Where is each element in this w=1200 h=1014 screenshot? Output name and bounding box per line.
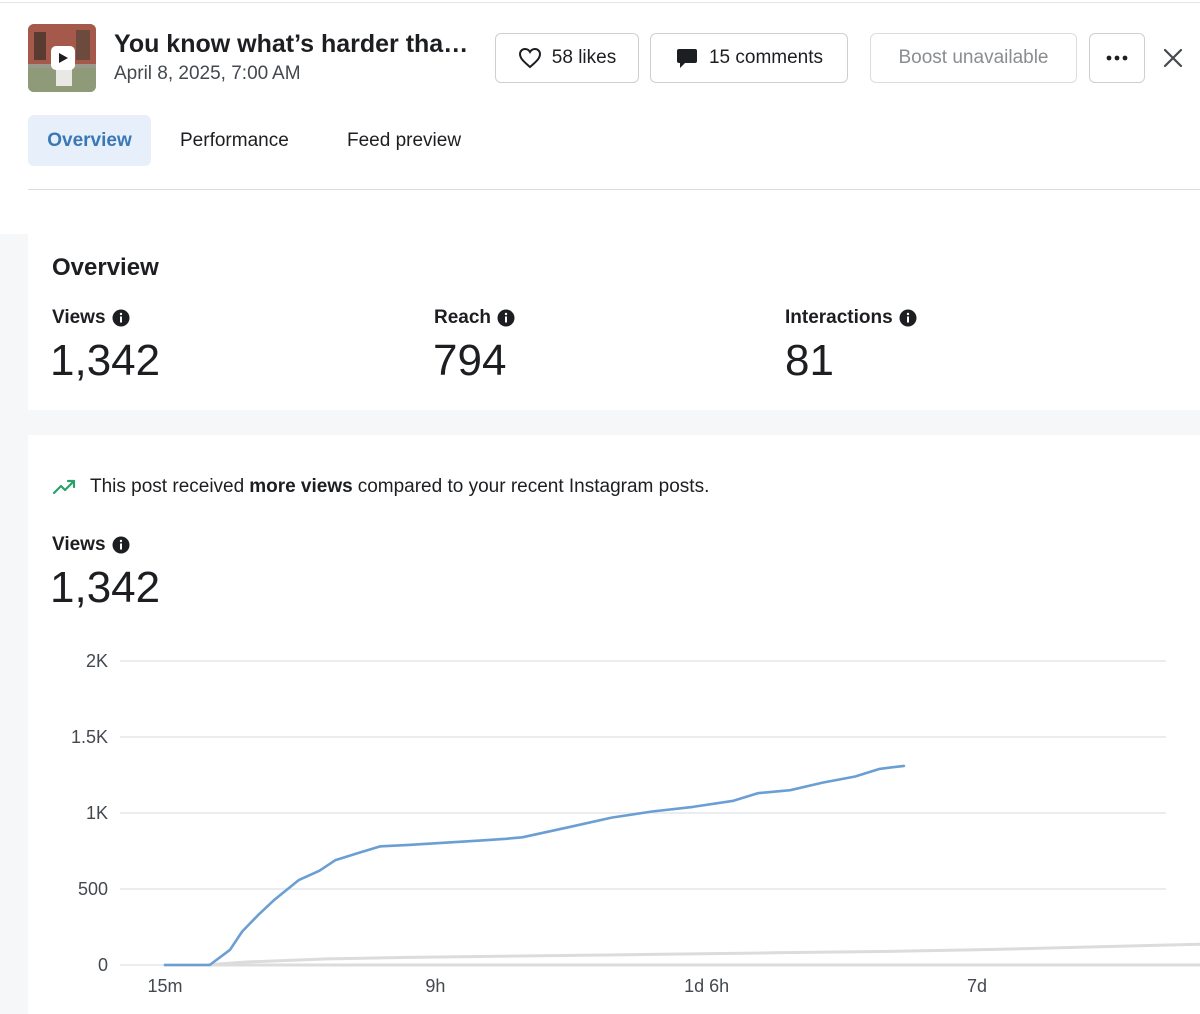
ellipsis-icon: [1106, 55, 1128, 61]
more-options-button[interactable]: [1089, 33, 1145, 83]
y-tick-label: 500: [78, 879, 108, 899]
y-tick-label: 2K: [86, 651, 108, 671]
interactions-metric-value: 81: [785, 336, 834, 385]
y-tick-label: 1K: [86, 803, 108, 823]
insight-text-bold: more views: [249, 476, 353, 497]
heart-icon: [518, 47, 542, 69]
insight-text-post: compared to your recent Instagram posts.: [357, 476, 710, 497]
comments-button[interactable]: 15 comments: [650, 33, 848, 83]
post-thumbnail[interactable]: [28, 24, 96, 92]
likes-button[interactable]: 58 likes: [495, 33, 639, 83]
series-line-1: [204, 942, 1200, 967]
comment-icon: [675, 46, 699, 70]
top-divider: [0, 2, 1200, 3]
views-chart-label-text: Views: [52, 534, 106, 555]
trending-up-icon: [52, 478, 78, 496]
reach-metric-value: 794: [433, 336, 507, 385]
views-chart-value: 1,342: [50, 563, 161, 612]
reach-label-text: Reach: [434, 307, 492, 328]
comments-label: 15 comments: [708, 47, 824, 68]
tab-performance[interactable]: Performance: [180, 129, 289, 151]
y-tick-label: 1.5K: [71, 727, 108, 747]
x-tick-label: 9h: [425, 976, 445, 996]
views-chart-label: Views: [52, 534, 130, 556]
tab-divider: [28, 189, 1200, 190]
boost-button[interactable]: Boost unavailable: [870, 33, 1077, 83]
insight-text-pre: This post received: [90, 476, 245, 497]
views-metric-value: 1,342: [50, 336, 161, 385]
x-tick-label: 15m: [147, 976, 182, 996]
views-label-text: Views: [52, 307, 106, 328]
interactions-label-text: Interactions: [785, 307, 893, 328]
likes-label: 58 likes: [551, 47, 617, 68]
close-icon: [1163, 48, 1183, 68]
info-icon[interactable]: [112, 309, 130, 327]
overview-heading: Overview: [52, 254, 159, 281]
views-line-chart: 0 500 1K 1.5K 2K 15m 9h 1d 6h 7d: [71, 651, 1200, 996]
interactions-metric-label: Interactions: [785, 307, 917, 329]
post-title: You know what’s harder tha…: [114, 30, 469, 58]
views-metric-label: Views: [52, 307, 130, 329]
tab-overview[interactable]: Overview: [28, 115, 151, 166]
close-button[interactable]: [1160, 45, 1186, 71]
x-tick-label: 1d 6h: [684, 976, 729, 996]
overview-card: [28, 234, 1200, 410]
y-tick-label: 0: [98, 955, 108, 975]
series-line-0: [163, 764, 906, 967]
insight-banner: This post received more views compared t…: [52, 476, 709, 498]
x-tick-label: 7d: [967, 976, 987, 996]
info-icon[interactable]: [112, 536, 130, 554]
post-date: April 8, 2025, 7:00 AM: [114, 63, 301, 84]
views-card: [28, 435, 1200, 1014]
tab-feed-preview[interactable]: Feed preview: [347, 129, 462, 151]
reach-metric-label: Reach: [434, 307, 515, 329]
info-icon[interactable]: [899, 309, 917, 327]
info-icon[interactable]: [497, 309, 515, 327]
